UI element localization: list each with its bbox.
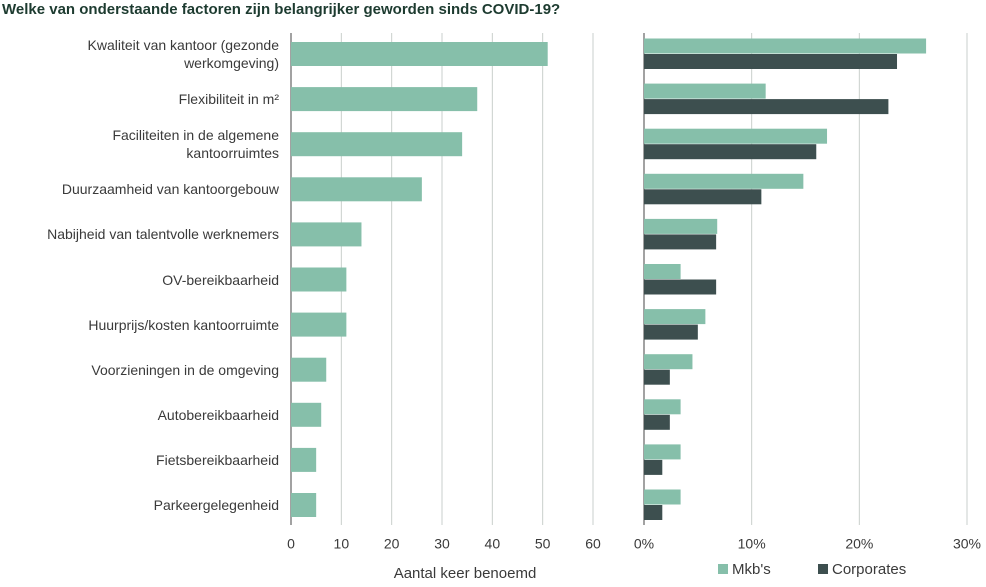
- category-label: OV-bereikbaarheid: [162, 271, 279, 288]
- x-tick-label: 50: [535, 536, 551, 552]
- bar: [644, 218, 718, 234]
- bar: [644, 309, 706, 325]
- bar: [644, 489, 681, 505]
- x-tick-label: 40: [485, 536, 501, 552]
- bar: [644, 83, 766, 99]
- x-tick-label: 20: [384, 536, 400, 552]
- category-label: Duurzaamheid van kantoorgebouw: [61, 181, 279, 198]
- category-label: Huurprijs/kosten kantoorruimte: [88, 316, 279, 333]
- x-tick-label: 30: [434, 536, 450, 552]
- bar: [291, 402, 322, 427]
- x-tick-label: 10%: [738, 536, 766, 552]
- bar: [291, 42, 548, 66]
- legend-label: Mkb's: [732, 561, 771, 578]
- bar: [644, 505, 663, 520]
- category-label: Fietsbereikbaarheid: [156, 451, 279, 468]
- x-axis-label: Aantal keer benoemd: [394, 565, 537, 582]
- category-label: Flexibiliteit in m²: [178, 91, 279, 108]
- bar: [644, 354, 693, 370]
- legend-swatch: [718, 564, 728, 574]
- bar: [644, 189, 762, 205]
- category-label: Parkeergelegenheid: [153, 497, 279, 513]
- bar: [291, 177, 422, 202]
- bar: [644, 38, 927, 54]
- bar: [644, 444, 681, 460]
- bar: [644, 264, 681, 279]
- bar: [644, 234, 717, 250]
- bar: [644, 173, 804, 189]
- bar: [644, 99, 889, 115]
- x-tick-label: 30%: [953, 536, 981, 552]
- legend-swatch: [818, 564, 828, 574]
- category-label: Faciliteiten in de algemene kantoorruimt…: [112, 127, 279, 162]
- bar: [644, 459, 663, 475]
- category-label: Nabijheid van talentvolle werknemers: [47, 226, 279, 243]
- bar: [644, 399, 681, 415]
- bar: [291, 222, 362, 247]
- x-tick-label: 20%: [845, 536, 873, 552]
- x-tick-label: 60: [585, 536, 601, 552]
- bar: [644, 128, 828, 144]
- bar: [644, 369, 670, 385]
- bar: [644, 324, 698, 340]
- bar: [291, 312, 347, 337]
- bar: [644, 414, 670, 430]
- x-tick-label: 0%: [634, 536, 654, 552]
- x-tick-label: 10: [334, 536, 350, 552]
- chart-title: Welke van onderstaande factoren zijn bel…: [2, 1, 560, 18]
- x-tick-label: 0: [287, 536, 295, 552]
- legend-label: Corporates: [832, 561, 906, 578]
- category-label: Autobereikbaarheid: [157, 406, 279, 423]
- bar: [291, 357, 327, 382]
- bar: [644, 279, 717, 295]
- bar: [291, 87, 478, 112]
- category-label: Voorzieningen in de omgeving: [91, 361, 279, 378]
- bar: [291, 447, 317, 472]
- bar: [644, 144, 817, 160]
- bar: [291, 132, 463, 157]
- bar: [644, 54, 898, 69]
- category-label: Kwaliteit van kantoor (gezonde werkomgev…: [87, 37, 279, 71]
- bar: [291, 493, 317, 517]
- bar: [291, 267, 347, 292]
